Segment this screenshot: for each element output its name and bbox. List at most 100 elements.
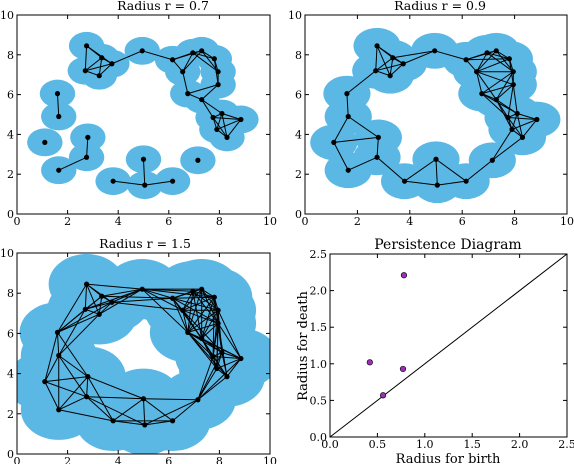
data-point [387, 73, 393, 79]
x-tick-label: 6 [165, 215, 172, 228]
data-point [211, 294, 217, 300]
data-point [373, 68, 379, 74]
data-point [199, 335, 205, 342]
complex-edge [476, 71, 497, 100]
complex-edge [476, 52, 488, 72]
complex-edge [392, 50, 435, 59]
complex-edge [182, 310, 189, 333]
complex-edge [465, 59, 477, 73]
x-tick-label: 2 [64, 215, 71, 228]
data-point [505, 114, 511, 121]
diagonal [329, 253, 568, 438]
data-point [54, 91, 61, 97]
x-tick-label: 8 [216, 455, 223, 464]
panel-1-title: Radius r = 0.7 [117, 0, 209, 13]
complex-edge [187, 332, 228, 377]
complex-edge [221, 352, 242, 360]
complex-edge [481, 84, 514, 95]
y-tick-label: 0.0 [310, 431, 328, 444]
complex-edge [85, 288, 143, 310]
complex-edge [403, 50, 435, 65]
complex-edge [201, 338, 223, 353]
data-point [219, 110, 225, 117]
complex-edge [113, 180, 145, 186]
panel-2-title: Radius r = 0.9 [394, 0, 486, 13]
complex-edge [144, 399, 199, 426]
data-point [199, 48, 205, 54]
complex-edge [212, 297, 215, 357]
panel-radius-0-9: Radius r = 0.9 0 2 4 6 8 10 0 2 4 6 8 10 [288, 0, 574, 228]
complex-edge [465, 159, 493, 182]
complex-edge [44, 381, 87, 398]
complex-edge [347, 116, 379, 138]
data-point [199, 96, 205, 103]
data-point [215, 69, 221, 75]
complex-edge [435, 159, 438, 186]
complex-edge [201, 338, 218, 369]
complex-edge [58, 376, 89, 411]
complex-edge [201, 84, 219, 100]
persistence-point [366, 359, 373, 366]
complex-edge [172, 297, 219, 324]
complex-edge [346, 70, 377, 94]
complex-edge [44, 376, 88, 383]
panel-2-vertices [331, 43, 540, 188]
data-point [238, 355, 244, 362]
complex-edge [333, 136, 379, 143]
complex-edge [348, 156, 378, 171]
data-point [96, 73, 102, 79]
complex-edge [197, 376, 228, 401]
x-tick-label: 4 [115, 215, 122, 228]
complex-edge [221, 113, 228, 138]
y-tick-label: 8 [7, 49, 14, 62]
y-tick-label: 10 [0, 247, 14, 260]
data-point [214, 365, 220, 372]
complex-edge [111, 297, 173, 303]
complex-edge [404, 158, 437, 182]
data-point [506, 56, 512, 62]
data-point [238, 116, 244, 123]
complex-edge [182, 290, 194, 311]
complex-edge [101, 288, 143, 297]
complex-edge [142, 288, 215, 298]
complex-edge [143, 398, 198, 401]
complex-edge [57, 283, 88, 333]
data-point [109, 299, 115, 305]
data-point [83, 281, 90, 287]
data-point [96, 311, 102, 317]
complex-edge [56, 93, 60, 117]
x-tick-label: 2.5 [558, 438, 574, 451]
data-point [142, 182, 148, 188]
complex-edge [216, 358, 242, 370]
x-tick-label: 0.0 [321, 438, 339, 451]
complex-edge [143, 398, 146, 425]
data-point [139, 286, 145, 292]
data-point [215, 82, 221, 88]
complex-edge [511, 119, 538, 130]
data-point [139, 48, 145, 54]
data-point [169, 178, 176, 184]
x-tick-label: 10 [263, 215, 277, 228]
persistence-point [399, 365, 407, 373]
x-tick-label: 4 [115, 455, 122, 464]
y-tick-label: 4 [7, 128, 14, 141]
data-point [344, 91, 350, 97]
complex-edge [187, 322, 219, 333]
data-point [99, 55, 105, 61]
data-point [195, 157, 201, 163]
data-point [169, 418, 176, 424]
data-point [401, 178, 408, 184]
data-point [56, 352, 62, 359]
y-tick-label: 1.0 [310, 358, 328, 371]
panel-2-ticks: 0 2 4 6 8 10 0 2 4 6 8 10 [288, 9, 574, 228]
complex-edge [86, 396, 114, 422]
complex-edge [172, 59, 184, 73]
data-point [484, 50, 490, 56]
persistence-point [400, 272, 408, 279]
data-point [215, 307, 221, 313]
x-tick-label: 0 [302, 215, 309, 228]
diagram-points [366, 272, 408, 399]
complex-edge [143, 398, 173, 422]
complex-edge [507, 84, 514, 118]
complex-edge [375, 45, 378, 71]
